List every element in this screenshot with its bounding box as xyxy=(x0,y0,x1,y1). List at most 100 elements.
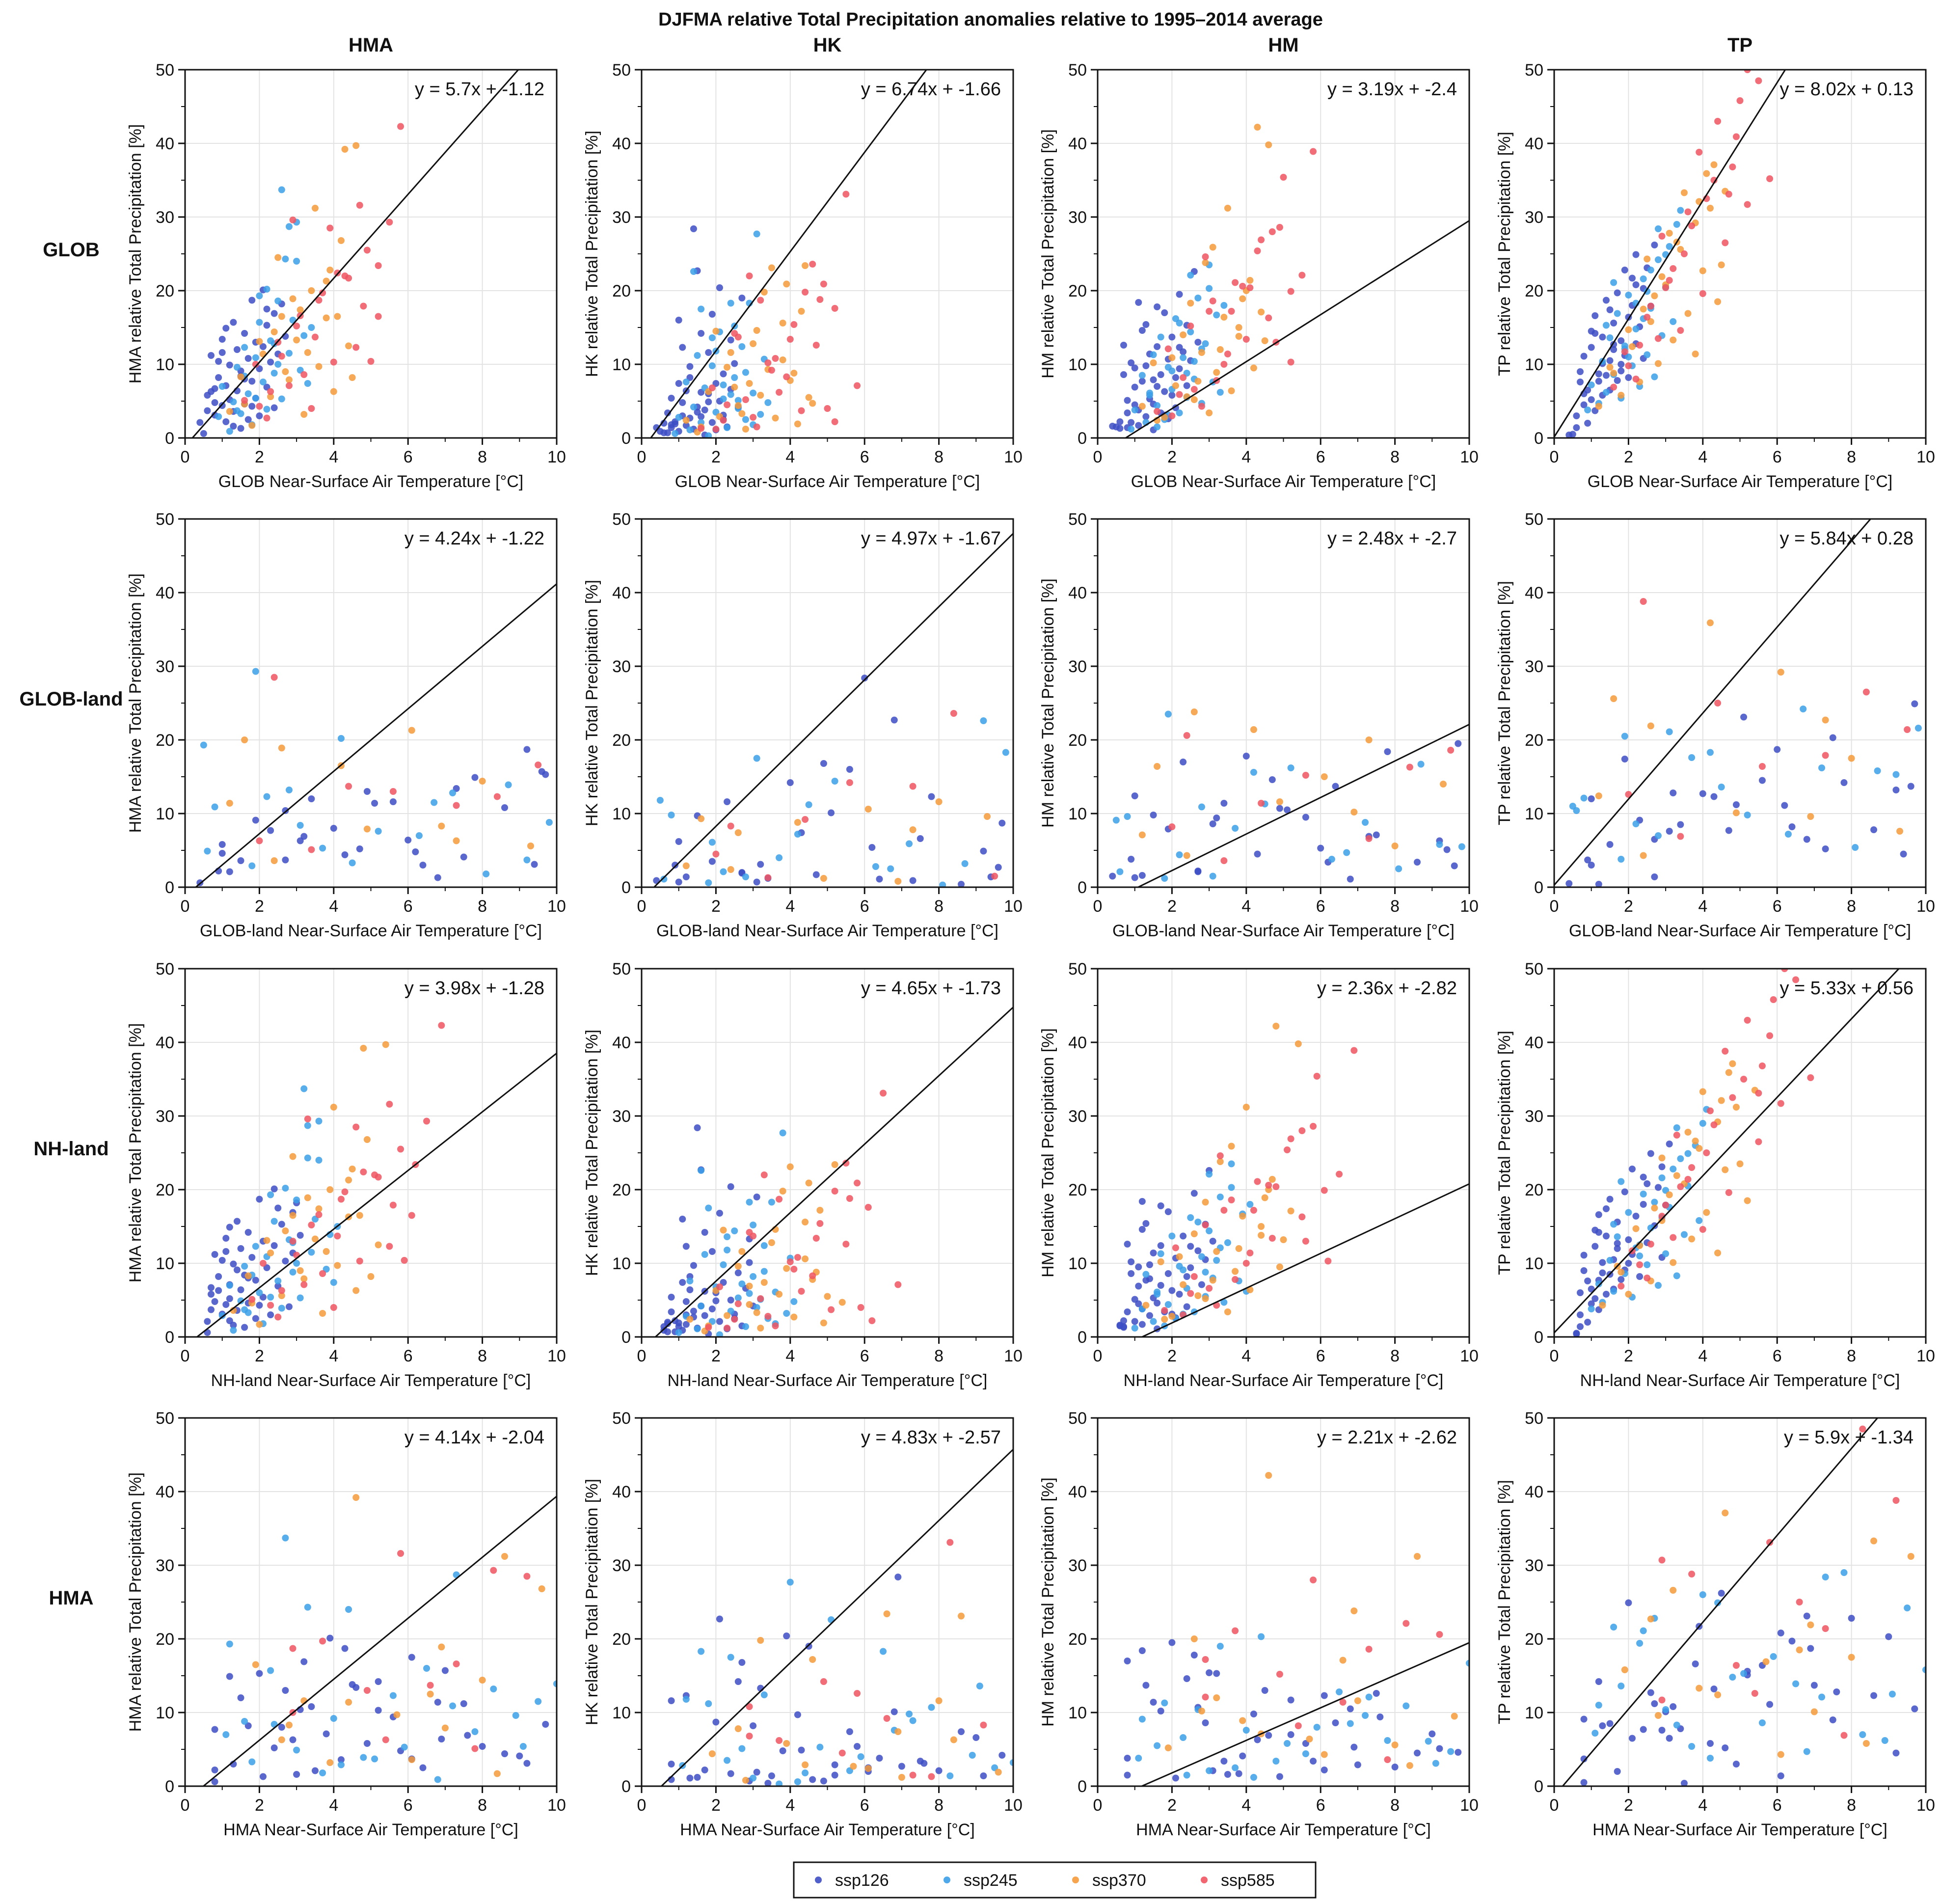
point-ssp585 xyxy=(1840,1732,1848,1739)
point-ssp245 xyxy=(1602,322,1610,329)
point-ssp245 xyxy=(817,855,824,862)
y-tick-label: 40 xyxy=(1068,135,1087,153)
point-ssp126 xyxy=(898,1763,905,1770)
point-ssp245 xyxy=(742,1323,749,1330)
point-ssp370 xyxy=(1321,773,1328,780)
point-ssp370 xyxy=(1198,349,1205,356)
point-ssp126 xyxy=(768,1772,775,1779)
point-ssp126 xyxy=(1021,1736,1028,1742)
point-ssp126 xyxy=(1150,1699,1157,1706)
point-ssp370 xyxy=(1250,726,1257,733)
point-ssp245 xyxy=(267,1294,274,1301)
point-ssp126 xyxy=(1666,1735,1673,1742)
point-ssp126 xyxy=(256,1670,263,1677)
point-ssp585 xyxy=(1727,770,1734,777)
point-ssp585 xyxy=(772,1322,779,1330)
point-ssp126 xyxy=(664,1328,671,1335)
point-ssp245 xyxy=(928,1704,935,1711)
point-ssp245 xyxy=(1002,749,1009,756)
scatter-points xyxy=(1573,969,1814,1337)
point-ssp370 xyxy=(1640,305,1647,313)
point-ssp126 xyxy=(1168,333,1176,341)
y-tick-label: 20 xyxy=(156,731,174,750)
point-ssp126 xyxy=(1602,1232,1610,1240)
point-ssp126 xyxy=(1384,748,1391,755)
y-tick-label: 10 xyxy=(1525,1704,1543,1722)
point-ssp126 xyxy=(285,1303,293,1310)
point-ssp585 xyxy=(397,1145,404,1153)
point-ssp370 xyxy=(1440,781,1447,788)
point-ssp126 xyxy=(786,779,794,786)
point-ssp370 xyxy=(311,205,319,212)
point-ssp585 xyxy=(1710,177,1718,184)
point-ssp245 xyxy=(1618,1178,1625,1185)
point-ssp126 xyxy=(471,774,479,781)
point-ssp585 xyxy=(341,1188,349,1196)
point-ssp370 xyxy=(1714,298,1722,305)
point-ssp370 xyxy=(1190,1230,1198,1237)
point-ssp370 xyxy=(894,878,902,885)
point-ssp370 xyxy=(783,1265,790,1272)
point-ssp126 xyxy=(561,823,567,830)
point-ssp370 xyxy=(1574,1490,1581,1496)
point-ssp370 xyxy=(627,850,634,857)
point-ssp585 xyxy=(471,1745,479,1752)
point-ssp126 xyxy=(363,1740,371,1747)
point-ssp370 xyxy=(1563,749,1569,756)
point-ssp126 xyxy=(686,1774,694,1782)
point-ssp245 xyxy=(1606,334,1614,341)
point-ssp245 xyxy=(724,1233,731,1240)
point-ssp245 xyxy=(1220,1299,1228,1306)
point-ssp370 xyxy=(1744,1197,1751,1204)
y-tick-label: 0 xyxy=(1078,1777,1087,1796)
point-ssp126 xyxy=(675,1319,682,1327)
point-ssp585 xyxy=(1154,408,1161,415)
point-ssp126 xyxy=(1373,1690,1380,1697)
point-ssp126 xyxy=(460,853,467,861)
point-ssp585 xyxy=(1276,1671,1283,1678)
point-ssp585 xyxy=(1384,1756,1391,1763)
point-ssp370 xyxy=(263,1237,270,1244)
y-axis-label: TP relative Total Precipitation [%] xyxy=(1495,1480,1514,1724)
point-ssp126 xyxy=(1699,790,1706,797)
scatter-points xyxy=(668,1539,1028,1786)
x-tick-label: 6 xyxy=(1773,897,1782,916)
point-ssp126 xyxy=(1644,1180,1651,1187)
point-ssp245 xyxy=(643,636,649,643)
point-ssp585 xyxy=(1406,763,1413,771)
point-ssp585 xyxy=(308,846,315,853)
point-ssp585 xyxy=(319,1270,326,1277)
regression-equation: y = 2.48x + -2.7 xyxy=(1327,528,1457,549)
point-ssp245 xyxy=(1677,207,1684,214)
point-ssp245 xyxy=(1313,1724,1321,1731)
point-ssp585 xyxy=(1729,1094,1736,1101)
gridlines xyxy=(1554,518,1926,888)
point-ssp126 xyxy=(371,800,378,807)
point-ssp585 xyxy=(397,1550,404,1557)
point-ssp245 xyxy=(1684,1150,1692,1157)
x-tick-label: 2 xyxy=(1167,897,1177,916)
x-tick-label: 0 xyxy=(181,1796,190,1815)
x-tick-label: 0 xyxy=(637,448,647,466)
y-tick-label: 40 xyxy=(1525,1034,1543,1052)
point-ssp126 xyxy=(230,1260,237,1268)
point-ssp370 xyxy=(1142,1302,1150,1309)
y-tick-label: 50 xyxy=(1068,510,1087,529)
point-ssp585 xyxy=(1647,1241,1654,1248)
point-ssp245 xyxy=(270,370,278,377)
point-ssp126 xyxy=(1602,372,1610,379)
point-ssp585 xyxy=(1755,77,1762,84)
point-ssp245 xyxy=(1198,1253,1205,1260)
point-ssp126 xyxy=(215,374,222,381)
scatter-points xyxy=(1124,1472,1581,1782)
point-ssp245 xyxy=(449,789,457,796)
point-ssp126 xyxy=(1488,1772,1495,1779)
point-ssp126 xyxy=(248,1254,256,1261)
point-ssp370 xyxy=(1625,1291,1632,1298)
point-ssp585 xyxy=(453,802,460,809)
point-ssp245 xyxy=(1161,875,1168,882)
point-ssp126 xyxy=(1710,793,1718,800)
axes-frame xyxy=(184,1417,558,1787)
x-tick-label: 4 xyxy=(1241,448,1251,466)
point-ssp126 xyxy=(1900,850,1907,858)
